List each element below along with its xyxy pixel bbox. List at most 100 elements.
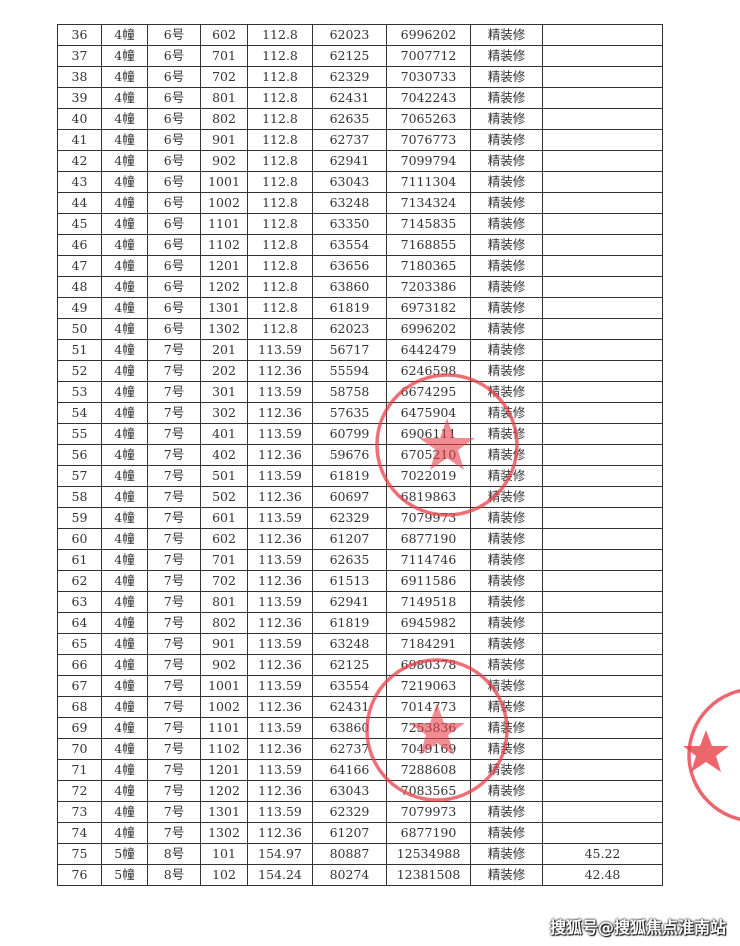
unit-price-cell: 63860 [312, 717, 387, 739]
area-cell: 113.59 [247, 717, 313, 739]
unit-price-cell: 63248 [312, 192, 387, 214]
extra-value-cell [542, 129, 663, 151]
area-cell: 112.36 [247, 486, 313, 508]
decoration-cell: 精装修 [470, 87, 543, 109]
unit-price-cell: 60799 [312, 423, 387, 445]
row-number-cell: 59 [57, 507, 102, 529]
row-number-cell: 64 [57, 612, 102, 634]
extra-value-cell [542, 780, 663, 802]
area-cell: 112.8 [247, 255, 313, 277]
unit-cell: 6号 [147, 87, 201, 109]
table-row: 53 4幢 7号 301 113.59 58758 6674295 精装修 [57, 381, 663, 403]
decoration-cell: 精装修 [470, 591, 543, 613]
decoration-cell: 精装修 [470, 696, 543, 718]
total-price-cell: 6996202 [386, 24, 471, 46]
total-price-cell: 6674295 [386, 381, 471, 403]
extra-value-cell [542, 549, 663, 571]
building-cell: 4幢 [101, 486, 148, 508]
total-price-cell: 12381508 [386, 864, 471, 886]
unit-price-cell: 63860 [312, 276, 387, 298]
unit-cell: 7号 [147, 507, 201, 529]
table-row: 38 4幢 6号 702 112.8 62329 7030733 精装修 [57, 66, 663, 88]
unit-cell: 7号 [147, 360, 201, 382]
unit-cell: 7号 [147, 402, 201, 424]
row-number-cell: 73 [57, 801, 102, 823]
unit-cell: 7号 [147, 486, 201, 508]
table-row: 74 4幢 7号 1302 112.36 61207 6877190 精装修 [57, 822, 663, 844]
unit-cell: 7号 [147, 654, 201, 676]
unit-cell: 6号 [147, 24, 201, 46]
total-price-cell: 6973182 [386, 297, 471, 319]
row-number-cell: 45 [57, 213, 102, 235]
building-cell: 4幢 [101, 381, 148, 403]
extra-value-cell [542, 465, 663, 487]
total-price-cell: 7149518 [386, 591, 471, 613]
extra-value-cell [542, 444, 663, 466]
area-cell: 112.8 [247, 150, 313, 172]
table-row: 51 4幢 7号 201 113.59 56717 6442479 精装修 [57, 339, 663, 361]
total-price-cell: 6877190 [386, 528, 471, 550]
room-number-cell: 802 [200, 108, 248, 130]
area-cell: 112.36 [247, 528, 313, 550]
area-cell: 154.24 [247, 864, 313, 886]
unit-price-cell: 59676 [312, 444, 387, 466]
decoration-cell: 精装修 [470, 759, 543, 781]
room-number-cell: 602 [200, 24, 248, 46]
room-number-cell: 902 [200, 150, 248, 172]
building-cell: 4幢 [101, 759, 148, 781]
row-number-cell: 63 [57, 591, 102, 613]
room-number-cell: 1301 [200, 801, 248, 823]
building-cell: 4幢 [101, 612, 148, 634]
unit-cell: 7号 [147, 570, 201, 592]
area-cell: 112.36 [247, 612, 313, 634]
extra-value-cell [542, 675, 663, 697]
room-number-cell: 601 [200, 507, 248, 529]
unit-cell: 7号 [147, 549, 201, 571]
area-cell: 112.8 [247, 297, 313, 319]
decoration-cell: 精装修 [470, 549, 543, 571]
extra-value-cell: 42.48 [542, 864, 663, 886]
total-price-cell: 6980378 [386, 654, 471, 676]
area-cell: 112.36 [247, 402, 313, 424]
area-cell: 112.36 [247, 360, 313, 382]
total-price-cell: 7042243 [386, 87, 471, 109]
extra-value-cell [542, 822, 663, 844]
decoration-cell: 精装修 [470, 24, 543, 46]
building-cell: 4幢 [101, 192, 148, 214]
table-row: 66 4幢 7号 902 112.36 62125 6980378 精装修 [57, 654, 663, 676]
row-number-cell: 66 [57, 654, 102, 676]
decoration-cell: 精装修 [470, 402, 543, 424]
row-number-cell: 53 [57, 381, 102, 403]
extra-value-cell [542, 297, 663, 319]
decoration-cell: 精装修 [470, 234, 543, 256]
table-row: 63 4幢 7号 801 113.59 62941 7149518 精装修 [57, 591, 663, 613]
room-number-cell: 1302 [200, 318, 248, 340]
room-number-cell: 1102 [200, 234, 248, 256]
unit-price-cell: 62941 [312, 591, 387, 613]
room-number-cell: 701 [200, 45, 248, 67]
table-row: 67 4幢 7号 1001 113.59 63554 7219063 精装修 [57, 675, 663, 697]
area-cell: 112.8 [247, 234, 313, 256]
room-number-cell: 1101 [200, 717, 248, 739]
extra-value-cell [542, 171, 663, 193]
area-cell: 113.59 [247, 423, 313, 445]
total-price-cell: 7007712 [386, 45, 471, 67]
total-price-cell: 7203386 [386, 276, 471, 298]
unit-price-cell: 62431 [312, 696, 387, 718]
unit-cell: 6号 [147, 234, 201, 256]
row-number-cell: 71 [57, 759, 102, 781]
total-price-cell: 7219063 [386, 675, 471, 697]
unit-cell: 7号 [147, 591, 201, 613]
total-price-cell: 12534988 [386, 843, 471, 865]
room-number-cell: 1001 [200, 171, 248, 193]
unit-price-cell: 62737 [312, 129, 387, 151]
unit-price-cell: 62329 [312, 507, 387, 529]
row-number-cell: 72 [57, 780, 102, 802]
extra-value-cell [542, 591, 663, 613]
unit-price-cell: 62941 [312, 150, 387, 172]
area-cell: 112.36 [247, 822, 313, 844]
total-price-cell: 7168855 [386, 234, 471, 256]
area-cell: 154.97 [247, 843, 313, 865]
area-cell: 112.36 [247, 444, 313, 466]
table-row: 71 4幢 7号 1201 113.59 64166 7288608 精装修 [57, 759, 663, 781]
